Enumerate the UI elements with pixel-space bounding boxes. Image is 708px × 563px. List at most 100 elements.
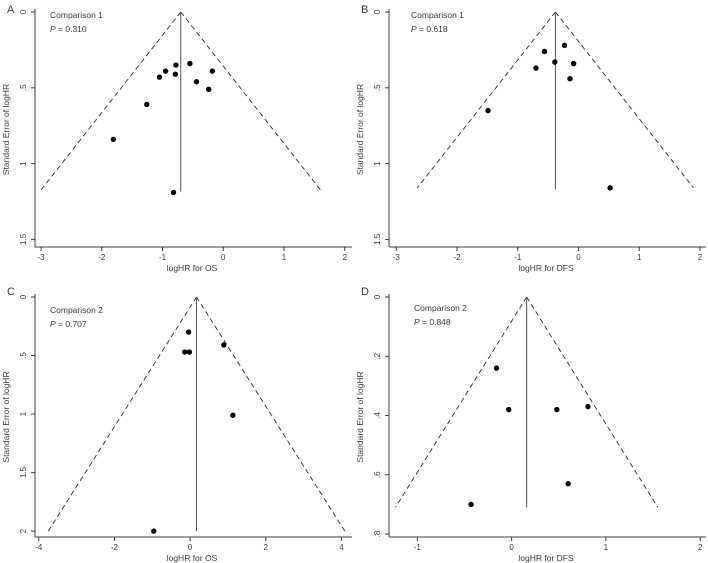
funnel-plot-panel-a: -3 -2 -1 0 1 2 0 .5 1 1.5 logHR for OS Standard Err… <box>0 0 354 282</box>
data-point <box>187 60 193 67</box>
x-tick-label: -2 <box>111 543 119 552</box>
data-point <box>193 79 200 85</box>
y-tick-label: 1.5 <box>19 233 28 245</box>
data-point <box>506 406 512 413</box>
comparison-label: Comparison 1 <box>411 10 464 20</box>
data-point <box>172 71 178 77</box>
data-point <box>162 68 169 74</box>
data-point <box>565 480 571 487</box>
data-point <box>186 349 193 355</box>
funnel-plot-svg-a: -3 -2 -1 0 1 2 0 .5 1 1.5 logHR for OS Standard Err… <box>0 0 354 282</box>
comparison-label: Comparison 2 <box>414 303 467 313</box>
data-point <box>541 48 548 55</box>
x-axis-label: logHR for OS <box>167 553 218 563</box>
funnel-boundary-right <box>555 11 694 189</box>
data-point <box>206 86 212 93</box>
x-tick-label: -2 <box>453 253 461 262</box>
y-tick-label: 1 <box>373 161 382 166</box>
data-point <box>156 74 163 80</box>
x-tick-label: 0 <box>576 253 581 262</box>
data-point <box>144 101 150 108</box>
x-axis-label: logHR for DFS <box>518 263 574 273</box>
p-value-label: P = 0.310 <box>50 24 87 34</box>
x-tick-label: 0 <box>509 543 514 552</box>
data-point <box>493 365 500 371</box>
data-point <box>533 65 539 71</box>
funnel-plot-panel-d: -1 0 1 2 0 .2 .4 .6 .8 logHR for DFS Standard Erro… <box>354 282 708 563</box>
y-tick-label: .2 <box>373 352 382 359</box>
y-tick-label: 1 <box>19 161 28 166</box>
funnel-plot-panel-c: -4 -2 0 2 4 0 .5 1 1.5 2 logHR for OS Standard Erro… <box>0 282 354 563</box>
x-tick-label: -1 <box>414 543 422 552</box>
funnel-boundary-left <box>416 11 556 189</box>
plot-background <box>354 0 708 282</box>
x-tick-label: 2 <box>264 543 269 552</box>
x-tick-label: 2 <box>343 253 348 262</box>
comparison-label: Comparison 1 <box>50 10 103 20</box>
data-point <box>567 76 573 82</box>
y-tick-label: .5 <box>19 84 28 91</box>
y-tick-label: 1.5 <box>19 467 28 479</box>
panel-letter: D <box>361 286 369 298</box>
funnel-plot-svg-d: -1 0 1 2 0 .2 .4 .6 .8 logHR for DFS Standard Erro… <box>354 282 708 563</box>
y-tick-label: 0 <box>373 294 382 299</box>
y-tick-label: 0 <box>19 294 28 299</box>
funnel-plot-panel-b: -3 -2 -1 0 1 2 0 .5 1 1.5 logHR for DFS Standard Er… <box>354 0 708 282</box>
funnel-boundary-right <box>526 296 659 508</box>
y-tick-label: 0 <box>19 9 28 14</box>
data-point <box>561 42 568 49</box>
x-tick-label: 1 <box>604 543 609 552</box>
x-tick-label: -1 <box>514 253 522 262</box>
data-point <box>552 59 558 65</box>
data-point <box>570 60 577 67</box>
y-tick-label: .8 <box>373 530 382 537</box>
plot-background <box>0 282 354 563</box>
data-point <box>209 68 216 74</box>
p-value-label: P = 0.707 <box>50 319 87 329</box>
funnel-boundary-right <box>196 296 346 532</box>
x-tick-label: -3 <box>38 253 46 262</box>
plot-background <box>0 0 354 282</box>
y-axis-label: Standard Error of logHR <box>355 371 365 462</box>
x-tick-label: 0 <box>221 253 226 262</box>
y-axis-label: Standard Error of logHR <box>1 371 11 462</box>
data-point <box>221 342 227 348</box>
x-tick-label: -4 <box>35 543 43 552</box>
y-tick-label: .5 <box>373 84 382 91</box>
y-axis-label: Standard Error of logHR <box>355 84 365 175</box>
data-point <box>485 107 491 114</box>
data-point <box>185 329 192 335</box>
y-tick-label: 1.5 <box>373 233 382 245</box>
x-tick-label: 1 <box>637 253 642 262</box>
y-tick-label: 0 <box>373 9 382 14</box>
panel-letter: A <box>7 4 15 16</box>
panel-letter: C <box>7 286 15 298</box>
data-point <box>182 349 188 355</box>
data-point <box>468 501 474 508</box>
x-tick-label: 0 <box>188 543 193 552</box>
x-tick-label: 2 <box>698 253 703 262</box>
data-point <box>230 412 236 418</box>
funnel-plot-svg-c: -4 -2 0 2 4 0 .5 1 1.5 2 logHR for OS Standard Erro… <box>0 282 354 563</box>
y-tick-label: 2 <box>19 528 28 533</box>
y-tick-label: .4 <box>373 412 382 419</box>
funnel-boundary-right <box>180 11 323 192</box>
funnel-boundary-left <box>47 296 197 532</box>
data-point <box>170 189 177 196</box>
comparison-label: Comparison 2 <box>50 305 103 315</box>
x-tick-label: 2 <box>698 543 703 552</box>
y-tick-label: .5 <box>19 352 28 359</box>
plot-background <box>354 282 708 563</box>
p-value-label: P = 0.848 <box>414 317 451 327</box>
funnel-boundary-left <box>395 296 528 508</box>
panel-letter: B <box>361 4 368 16</box>
data-point <box>585 403 591 410</box>
data-point <box>110 136 117 143</box>
y-axis-label: Standard Error of logHR <box>1 84 11 175</box>
x-tick-label: 4 <box>339 543 344 552</box>
p-value-label: P = 0.618 <box>411 24 448 34</box>
data-point <box>173 62 179 68</box>
x-tick-label: -1 <box>159 253 167 262</box>
x-tick-label: -2 <box>98 253 106 262</box>
